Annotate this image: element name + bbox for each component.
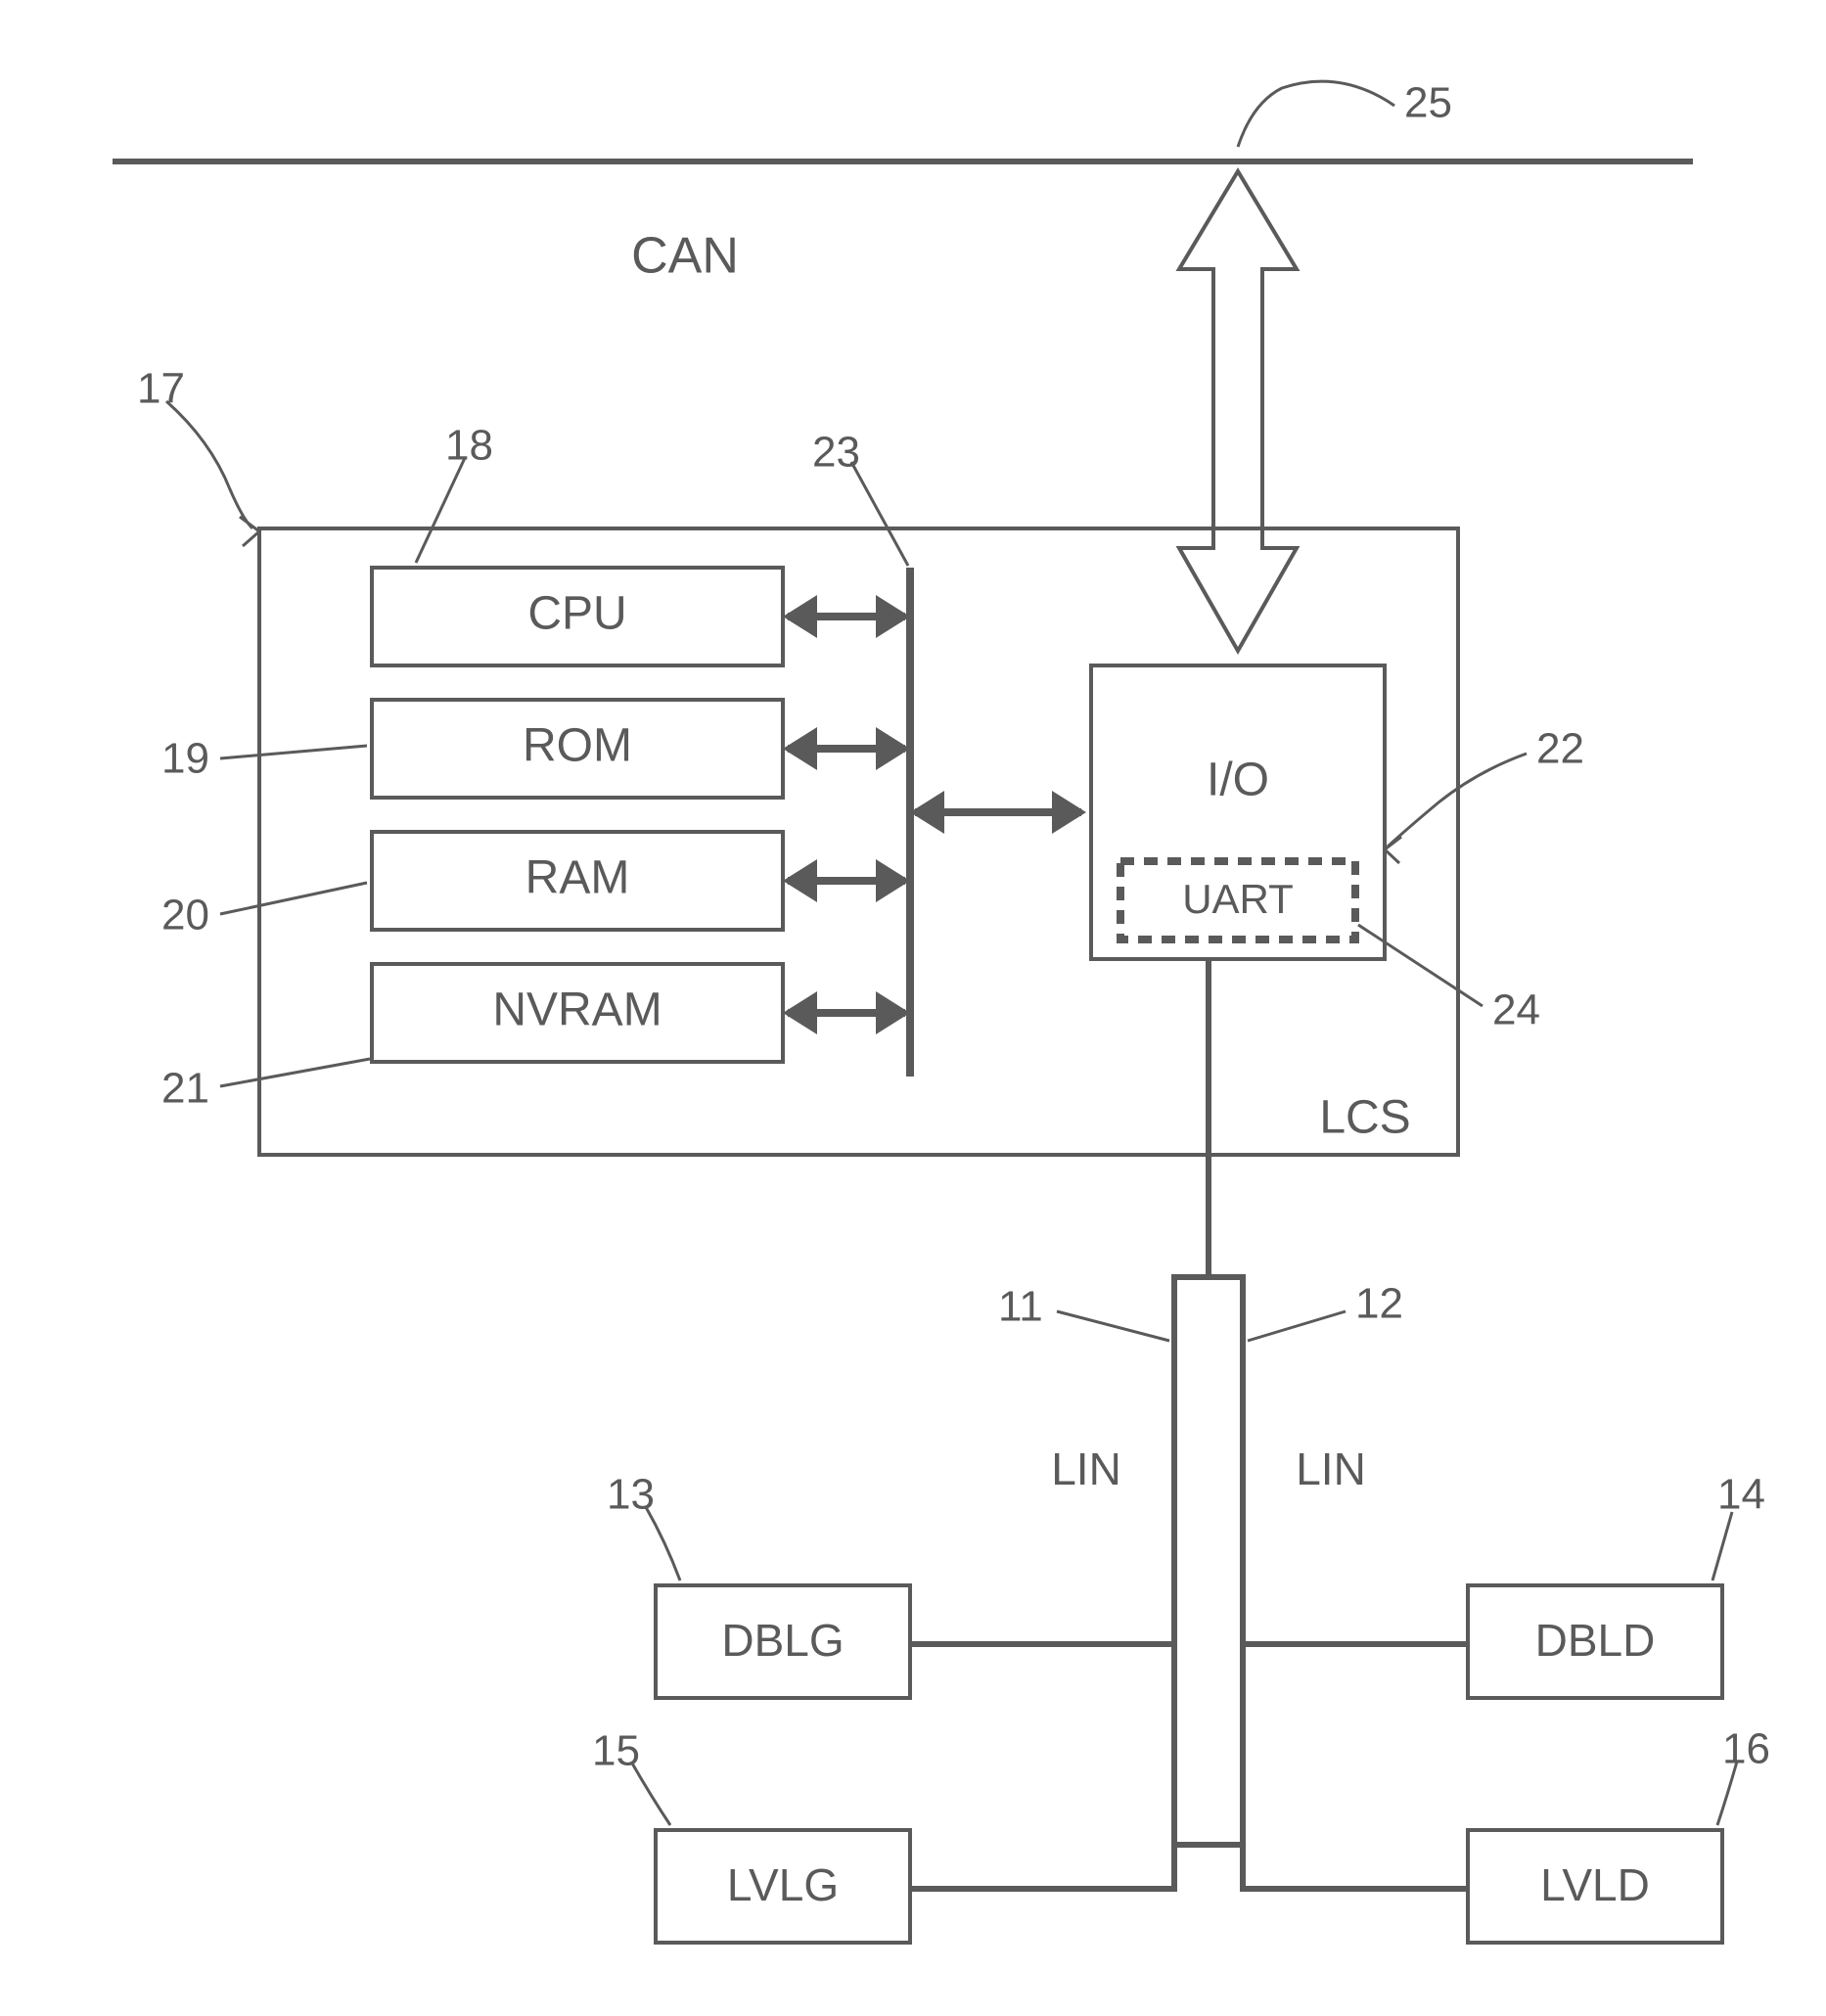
- ref-11: 11: [998, 1283, 1043, 1331]
- lvld-label: LVLD: [1540, 1859, 1650, 1910]
- ref-15: 15: [592, 1727, 640, 1775]
- ref-17: 17: [137, 365, 185, 413]
- ref-16: 16: [1722, 1725, 1770, 1773]
- lvld-conn: [1243, 1845, 1468, 1889]
- leader-12: [1248, 1311, 1346, 1341]
- leader-14: [1712, 1512, 1732, 1581]
- leader-19: [220, 746, 367, 758]
- block-diagram: CAN 25 LCS 17 23 CPU 18 ROM 19 RAM 20 NV…: [0, 0, 1826, 2016]
- ref-14: 14: [1717, 1471, 1765, 1519]
- ref-23: 23: [812, 429, 860, 477]
- leader-23: [851, 462, 908, 566]
- rom-bus-arrow: [783, 727, 910, 770]
- leader-17: [166, 401, 252, 528]
- lcs-label: LCS: [1319, 1092, 1410, 1144]
- leader-24: [1358, 925, 1483, 1006]
- leader-20: [220, 883, 367, 914]
- can-label: CAN: [631, 228, 739, 285]
- dblg-label: DBLG: [721, 1615, 844, 1666]
- ram-label: RAM: [525, 852, 630, 904]
- rom-label: ROM: [523, 720, 632, 772]
- leader-11: [1057, 1311, 1169, 1341]
- ref-18: 18: [445, 422, 493, 470]
- lin-trunk: [1174, 1277, 1243, 1845]
- ref-25: 25: [1404, 79, 1452, 127]
- can-io-arrow: [1179, 171, 1297, 651]
- nvram-bus-arrow: [783, 991, 910, 1034]
- ref-19: 19: [161, 735, 209, 783]
- leader-21: [220, 1059, 370, 1086]
- leader-18: [416, 458, 465, 563]
- lvlg-conn: [910, 1845, 1174, 1889]
- nvram-label: NVRAM: [492, 985, 662, 1036]
- ref-24: 24: [1492, 986, 1540, 1034]
- leader-17-tip: [240, 517, 259, 546]
- dbld-label: DBLD: [1535, 1615, 1656, 1666]
- cpu-bus-arrow: [783, 595, 910, 638]
- leader-25: [1238, 81, 1394, 147]
- ram-bus-arrow: [783, 859, 910, 902]
- ref-21: 21: [161, 1065, 209, 1113]
- lvlg-label: LVLG: [727, 1859, 839, 1910]
- cpu-label: CPU: [527, 588, 626, 640]
- lin-left-label: LIN: [1051, 1443, 1121, 1494]
- uart-label: UART: [1182, 876, 1294, 922]
- ref-13: 13: [607, 1471, 655, 1519]
- ref-12: 12: [1355, 1280, 1403, 1328]
- io-label: I/O: [1207, 755, 1269, 806]
- ref-20: 20: [161, 892, 209, 939]
- ref-22: 22: [1536, 725, 1584, 773]
- bus-io-arrow: [910, 791, 1086, 834]
- lin-right-label: LIN: [1296, 1443, 1366, 1494]
